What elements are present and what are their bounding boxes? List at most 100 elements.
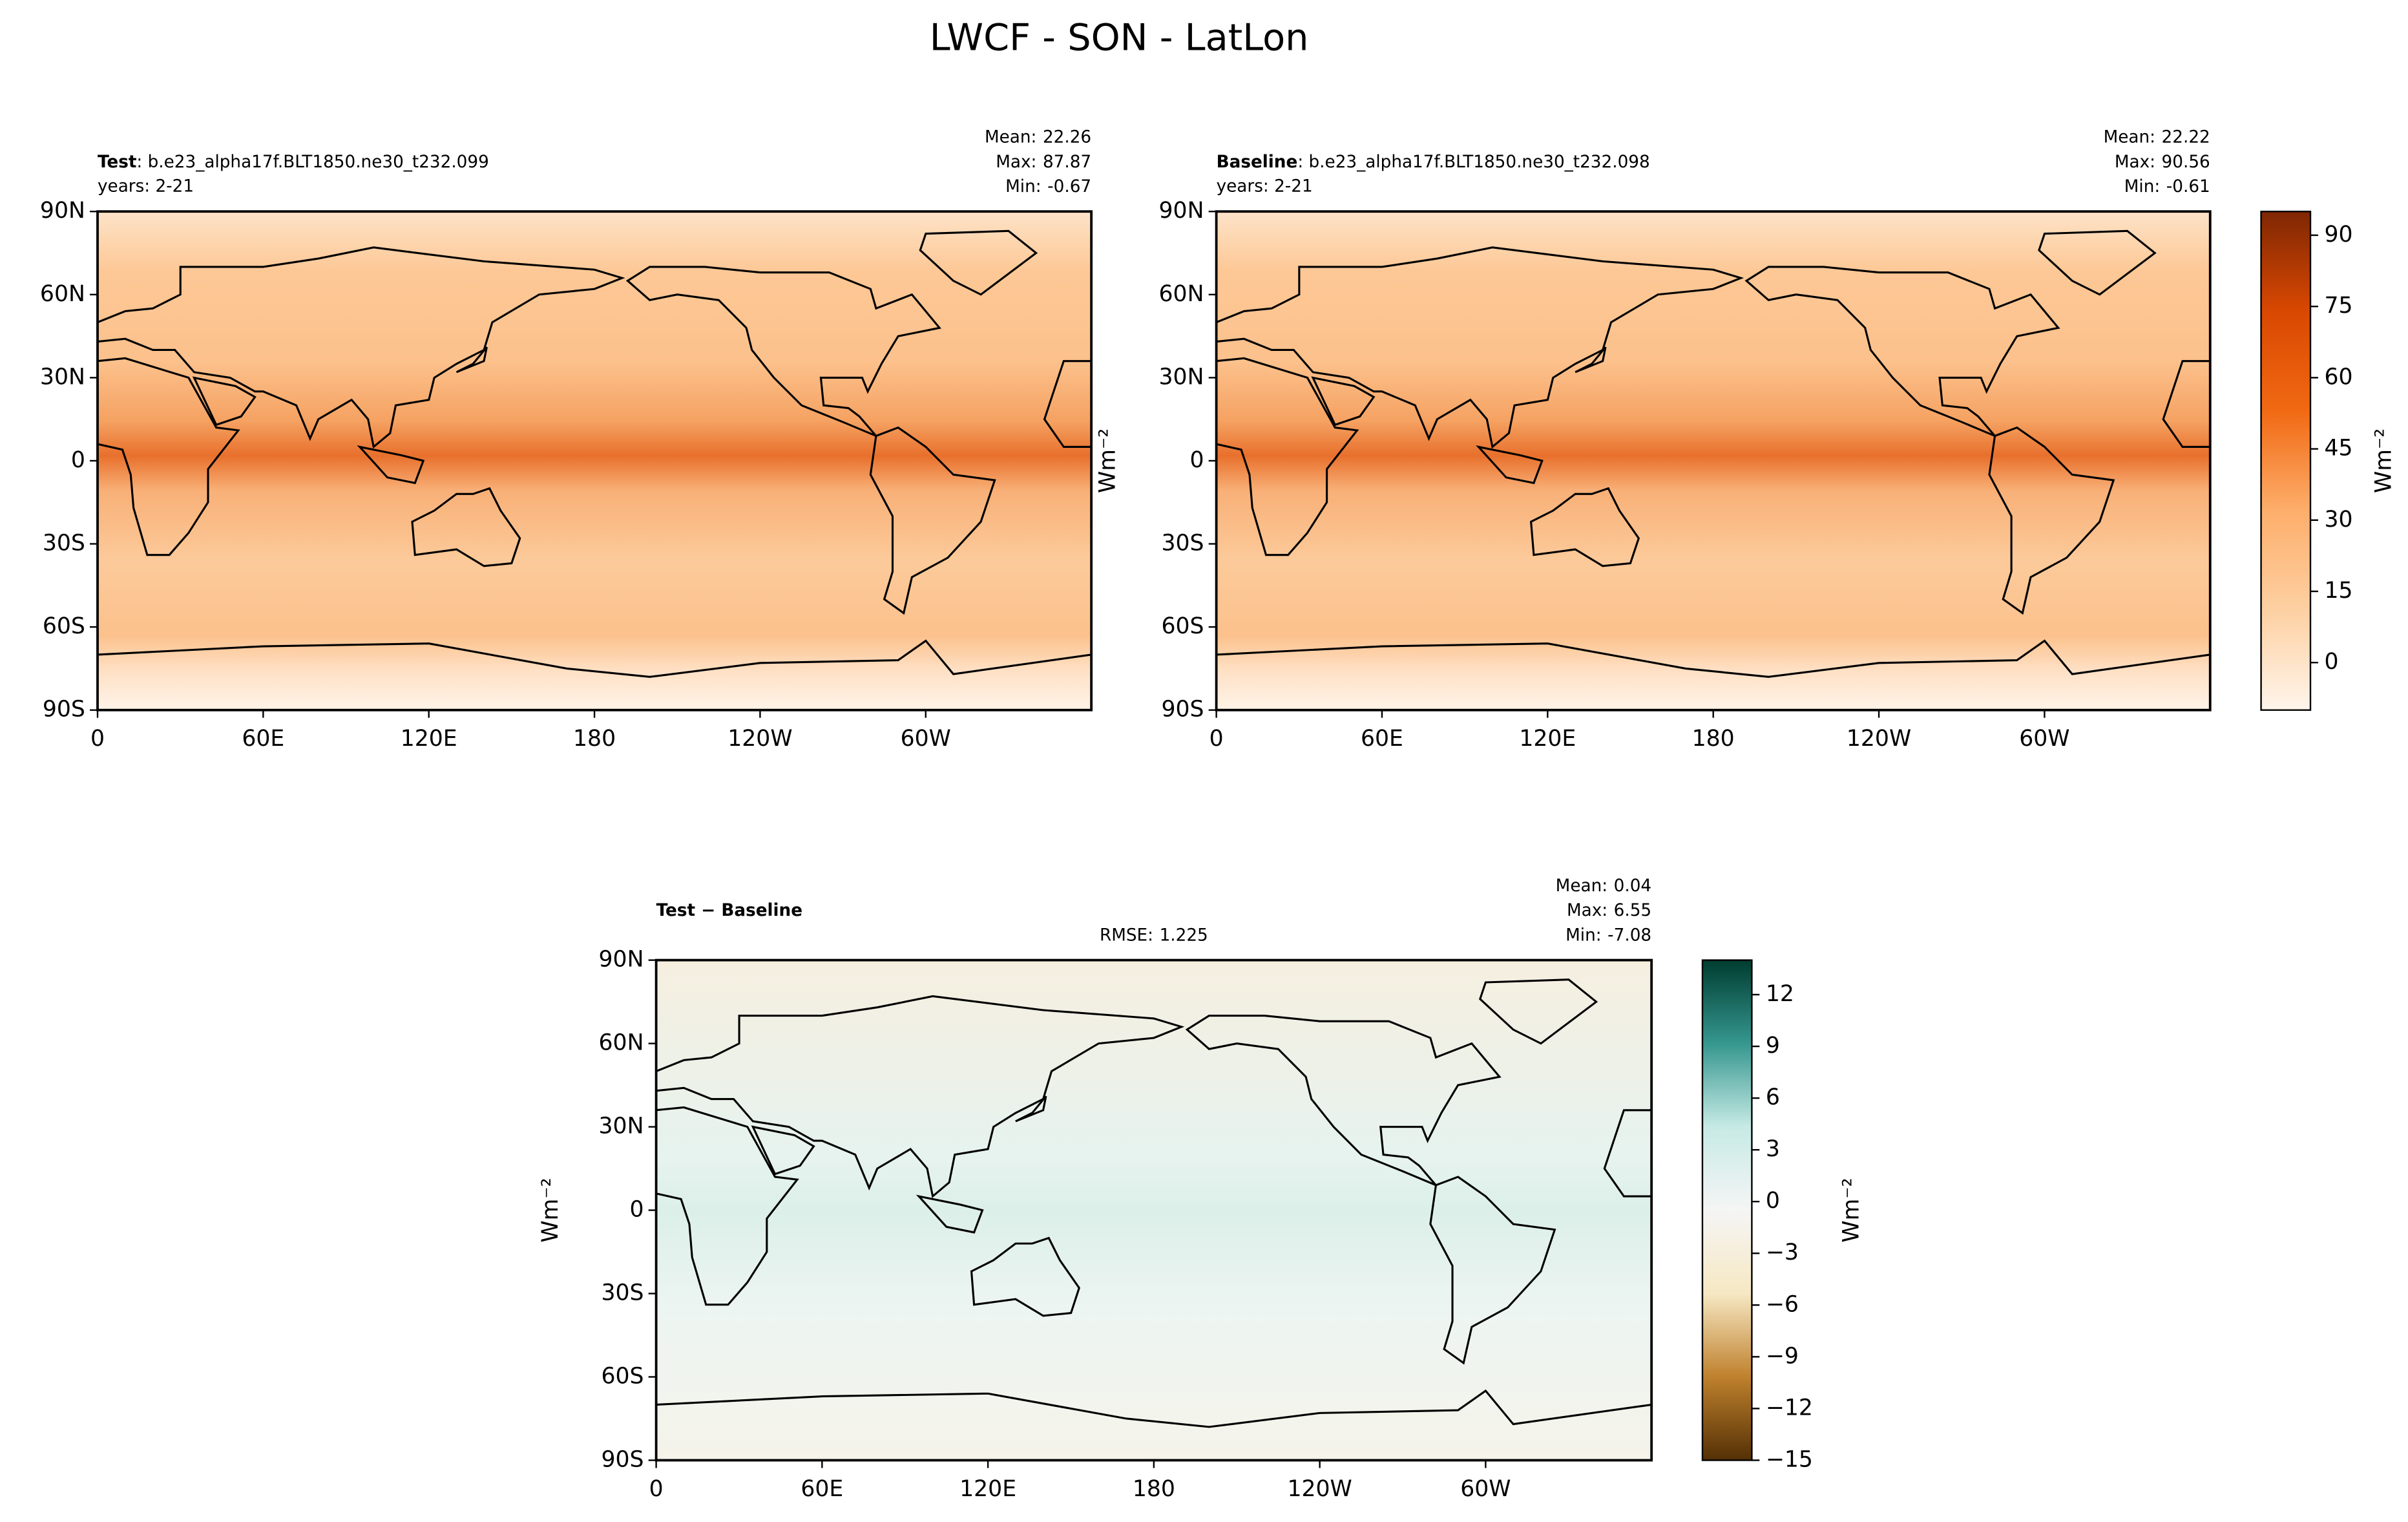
- x-tick-label: 120E: [1519, 726, 1576, 752]
- stat: Min: -7.08: [1565, 925, 1651, 945]
- stat: Mean: 0.04: [1556, 876, 1651, 895]
- field: [1216, 211, 2210, 710]
- panel-title-bold: Baseline: [1217, 152, 1298, 171]
- map-panel: 0 60E 120E 180 120W 60W 90N 60N 30N 0 30S 60S 90S Tes…: [40, 127, 1093, 752]
- colorbar-tick-label: 30: [2325, 507, 2353, 533]
- stat-value: 90.56: [2162, 152, 2210, 171]
- y-tick-label: 0: [1189, 447, 1204, 473]
- y-tick-label: 60S: [601, 1363, 644, 1389]
- rmse: RMSE: 1.225: [1100, 925, 1208, 945]
- colorbar-tick-label: 90: [2325, 222, 2353, 248]
- colorbar-tick-label: 15: [2325, 578, 2353, 604]
- x-tick-label: 180: [573, 726, 616, 752]
- stat: Min: -0.61: [2124, 177, 2210, 196]
- coastline: [869, 426, 996, 615]
- stat-value: 22.22: [2162, 127, 2210, 147]
- coastline: [919, 229, 1038, 296]
- stat-label: Mean:: [2104, 127, 2155, 147]
- panel-years: years: 2-21: [1217, 177, 1313, 196]
- panel-title-bold: Test − Baseline: [656, 901, 802, 920]
- coastline: [1744, 266, 2060, 437]
- stat-value: -0.61: [2166, 177, 2210, 196]
- y-tick-label: 60N: [599, 1030, 644, 1056]
- y-tick-label: 30S: [1161, 531, 1204, 556]
- y-tick-label: 30S: [43, 531, 85, 556]
- colorbar-tick-label: 45: [2325, 436, 2353, 461]
- stat: Min: -0.67: [1005, 177, 1091, 196]
- stat-value: 22.26: [1043, 127, 1091, 147]
- panel-case: : b.e23_alpha17f.BLT1850.ne30_t232.098: [1297, 152, 1649, 171]
- x-tick-label: 120W: [1287, 1476, 1352, 1502]
- coastline: [97, 639, 1092, 678]
- coastline: [656, 1389, 1652, 1428]
- colorbar-label: Wm⁻²: [1839, 1178, 1865, 1242]
- coastline: [1311, 376, 1376, 427]
- x-tick-label: 60W: [2019, 726, 2069, 752]
- stat-value: -7.08: [1607, 925, 1651, 945]
- colorbar-tick-label: 0: [1766, 1188, 1780, 1214]
- stat-label: Mean:: [985, 127, 1036, 147]
- rmse-value: 1.225: [1160, 925, 1208, 945]
- x-tick-label: 60W: [901, 726, 951, 752]
- x-tick-label: 60W: [1460, 1476, 1511, 1502]
- coastline: [1988, 426, 2115, 615]
- x-tick-label: 120E: [959, 1476, 1016, 1502]
- y-tick-label: 90S: [601, 1446, 644, 1472]
- colorbar-tick-label: 12: [1766, 981, 1794, 1007]
- y-tick-label: 90N: [1159, 198, 1204, 224]
- coastline: [751, 1125, 815, 1176]
- y-tick-label: 60N: [40, 281, 85, 307]
- coastline: [96, 357, 240, 556]
- stat-label: Min:: [1005, 177, 1041, 196]
- x-tick-label: 60E: [801, 1476, 843, 1502]
- x-tick-label: 60E: [1361, 726, 1403, 752]
- x-tick-label: 120W: [1847, 726, 1911, 752]
- y-axis-label: Wm⁻²: [538, 1178, 563, 1242]
- coastline: [1529, 487, 1640, 567]
- panel-case: : b.e23_alpha17f.BLT1850.ne30_t232.099: [136, 152, 488, 171]
- stat: Max: 90.56: [2115, 152, 2210, 171]
- stat: Mean: 22.26: [985, 127, 1091, 147]
- coastline: [1476, 445, 1544, 485]
- panel-years: years: 2-21: [98, 177, 194, 196]
- colorbar-tick-label: 60: [2325, 364, 2353, 390]
- colorbar-tick-label: 9: [1766, 1033, 1780, 1059]
- stat-value: 87.87: [1043, 152, 1091, 171]
- coastline: [411, 487, 521, 567]
- coastline: [1185, 1015, 1502, 1187]
- coastline: [1015, 1095, 1047, 1123]
- colorbar-tick-label: −12: [1766, 1395, 1813, 1421]
- figure-title: LWCF - SON - LatLon: [930, 16, 1309, 59]
- coastline: [455, 346, 488, 374]
- y-tick-label: 30N: [1159, 364, 1204, 390]
- colorbar-tick-label: −9: [1766, 1343, 1799, 1369]
- stat-label: Max:: [996, 152, 1036, 171]
- stat-label: Min:: [1565, 925, 1601, 945]
- stat-value: 0.04: [1614, 876, 1651, 895]
- coastline: [357, 445, 425, 485]
- y-tick-label: 90N: [599, 947, 644, 973]
- x-tick-label: 60E: [242, 726, 284, 752]
- colorbar-tick-label: −6: [1766, 1291, 1799, 1317]
- coastline: [192, 376, 257, 427]
- stat: Max: 6.55: [1567, 901, 1651, 920]
- x-tick-label: 0: [90, 726, 105, 752]
- field: [656, 960, 1652, 1461]
- colorbar-tick-label: 6: [1766, 1084, 1780, 1110]
- y-tick-label: 60S: [43, 613, 85, 639]
- coastline: [1479, 978, 1598, 1045]
- y-axis-label: Wm⁻²: [1094, 428, 1120, 493]
- y-tick-label: 30S: [601, 1280, 644, 1306]
- field: [97, 211, 1092, 710]
- coastline: [970, 1236, 1080, 1317]
- rmse-label: RMSE:: [1100, 925, 1153, 945]
- colorbar-tick-label: 75: [2325, 293, 2353, 319]
- coastline: [916, 1194, 984, 1234]
- panel-title: Baseline: b.e23_alpha17f.BLT1850.ne30_t2…: [1217, 152, 1650, 171]
- y-tick-label: 30N: [40, 364, 85, 390]
- x-tick-label: 0: [649, 1476, 664, 1502]
- y-tick-label: 0: [629, 1197, 644, 1223]
- stat: Mean: 22.22: [2104, 127, 2210, 147]
- y-tick-label: 60N: [1159, 281, 1204, 307]
